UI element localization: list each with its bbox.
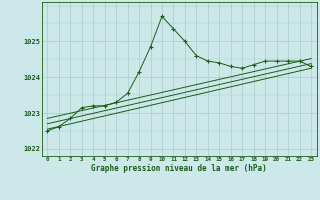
X-axis label: Graphe pression niveau de la mer (hPa): Graphe pression niveau de la mer (hPa) xyxy=(91,164,267,173)
